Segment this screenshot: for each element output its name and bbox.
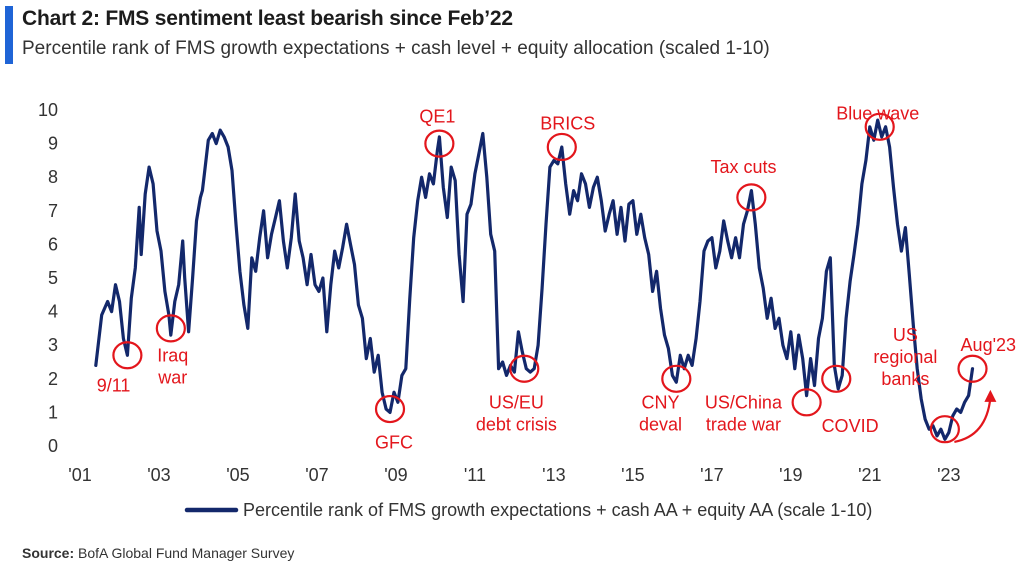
annotation-circle xyxy=(546,132,577,162)
x-tick-label: '13 xyxy=(542,465,565,485)
line-chart: 0 1 2 3 4 5 6 7 8 9 10 '01 '03 '05 '07 '09 '11 '13 '15 '17… xyxy=(38,100,1016,520)
annotation-label: US xyxy=(893,325,918,345)
x-tick-label: '15 xyxy=(621,465,644,485)
aug23-arrow xyxy=(954,397,992,444)
annotation-label: deval xyxy=(639,414,682,434)
y-tick-label: 0 xyxy=(48,436,58,456)
annotation-circle xyxy=(424,129,455,158)
source-label: Source: xyxy=(22,545,75,561)
annotation-circle xyxy=(509,354,540,383)
x-tick-label: '03 xyxy=(147,465,170,485)
annotation-label: GFC xyxy=(375,433,413,453)
annotation-label: Tax cuts xyxy=(710,157,776,177)
x-tick-label: '11 xyxy=(464,465,486,485)
title-accent-bar xyxy=(5,6,13,64)
x-tick-label: '01 xyxy=(68,465,91,485)
y-tick-label: 9 xyxy=(48,134,58,154)
y-axis: 0 1 2 3 4 5 6 7 8 9 10 xyxy=(38,100,58,456)
chart-subtitle: Percentile rank of FMS growth expectatio… xyxy=(22,38,770,59)
x-tick-label: '23 xyxy=(937,465,960,485)
annotation-label: Aug'23 xyxy=(961,335,1017,355)
annotation-circle xyxy=(864,112,895,141)
y-tick-label: 3 xyxy=(48,335,58,355)
annotation-label: BRICS xyxy=(540,113,595,133)
annotation-circle xyxy=(112,341,143,370)
annotation-label: CNY xyxy=(642,392,680,412)
y-tick-label: 5 xyxy=(48,268,58,288)
annotation-circle xyxy=(155,314,186,343)
annotation-circle xyxy=(821,364,852,393)
annotation-label: regional xyxy=(873,347,937,367)
x-tick-label: '09 xyxy=(384,465,407,485)
y-tick-label: 7 xyxy=(48,201,58,221)
legend-label: Percentile rank of FMS growth expectatio… xyxy=(243,500,872,520)
x-tick-label: '21 xyxy=(858,465,881,485)
y-tick-label: 6 xyxy=(48,234,58,254)
source-note: Source: BofA Global Fund Manager Survey xyxy=(22,545,294,561)
x-tick-label: '17 xyxy=(700,465,723,485)
aug23-arrowhead xyxy=(984,389,997,402)
y-tick-label: 8 xyxy=(48,167,58,187)
annotation-label: war xyxy=(157,367,187,387)
x-tick-label: '07 xyxy=(305,465,328,485)
annotation-label: Iraq xyxy=(157,345,188,365)
annotation-circle xyxy=(661,364,692,393)
annotation-label: trade war xyxy=(706,414,781,434)
chart-title: Chart 2: FMS sentiment least bearish sin… xyxy=(22,7,513,30)
source-text: BofA Global Fund Manager Survey xyxy=(78,545,295,561)
y-tick-label: 4 xyxy=(48,302,58,322)
x-tick-label: '05 xyxy=(226,465,249,485)
annotation-label: US/EU xyxy=(489,392,544,412)
y-tick-label: 10 xyxy=(38,100,58,120)
y-tick-label: 2 xyxy=(48,369,58,389)
series-group xyxy=(94,118,975,441)
annotation-label: banks xyxy=(881,369,929,389)
annotation-circle xyxy=(736,183,767,212)
x-tick-label: '19 xyxy=(779,465,802,485)
annotation-label: Blue wave xyxy=(836,103,919,123)
annotation-label: QE1 xyxy=(419,107,455,127)
series-line xyxy=(94,118,975,441)
annotation-label: debt crisis xyxy=(476,414,557,434)
y-tick-label: 1 xyxy=(48,402,58,422)
annotation-label: COVID xyxy=(822,416,879,436)
annotation-label: 9/11 xyxy=(97,376,131,396)
annotation-circle xyxy=(957,354,988,383)
annotation-circle xyxy=(791,388,822,417)
annotation-label: US/China xyxy=(705,392,783,412)
legend: Percentile rank of FMS growth expectatio… xyxy=(184,500,872,520)
annotation-circle xyxy=(374,394,406,424)
x-axis: '01 '03 '05 '07 '09 '11 '13 '15 '17 '19 '21 '23 xyxy=(68,465,960,485)
annotation-circle xyxy=(929,415,960,444)
